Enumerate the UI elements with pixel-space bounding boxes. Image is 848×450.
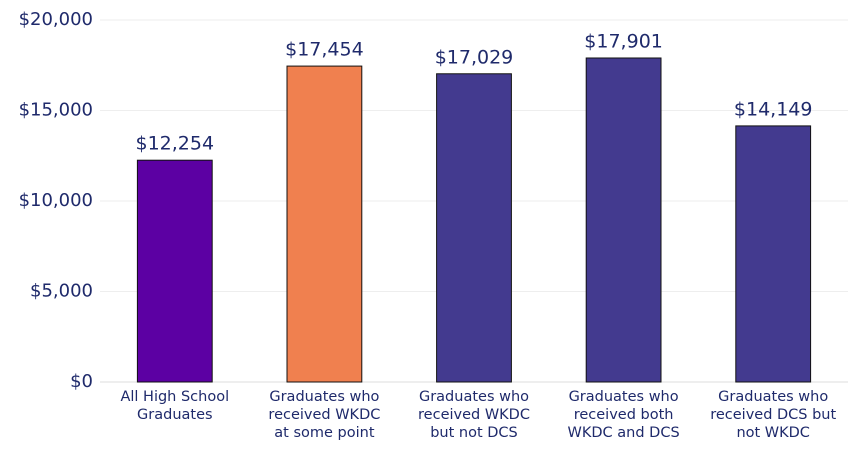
x-tick-label: but not DCS xyxy=(430,425,518,441)
x-tick-label: received DCS but xyxy=(710,407,836,423)
x-tick-label: received WKDC xyxy=(418,407,530,423)
value-label: $17,029 xyxy=(435,46,514,68)
bar xyxy=(286,65,363,383)
bar xyxy=(585,57,662,383)
y-tick-label: $0 xyxy=(70,371,93,392)
x-tick-label: Graduates who xyxy=(569,389,679,405)
y-tick-label: $5,000 xyxy=(30,281,93,302)
x-tick-label: Graduates xyxy=(137,407,213,423)
x-tick-label: WKDC and DCS xyxy=(568,425,680,441)
x-tick-label: received both xyxy=(574,407,674,423)
value-label: $17,901 xyxy=(584,30,663,52)
bar xyxy=(436,73,512,383)
y-tick-label: $10,000 xyxy=(19,190,93,211)
bar xyxy=(136,159,213,383)
x-tick-label: received WKDC xyxy=(268,407,380,423)
value-label: $14,149 xyxy=(734,98,813,120)
x-tick-label: not WKDC xyxy=(736,425,810,441)
y-tick-label: $20,000 xyxy=(19,9,93,30)
x-tick-label: at some point xyxy=(274,425,375,441)
x-tick-label: Graduates who xyxy=(269,389,379,405)
x-tick-label: Graduates who xyxy=(718,389,828,405)
y-tick-label: $15,000 xyxy=(19,100,93,121)
x-tick-label: All High School xyxy=(120,389,229,405)
x-tick-label: Graduates who xyxy=(419,389,529,405)
bar xyxy=(735,125,812,383)
value-label: $17,454 xyxy=(285,39,364,61)
value-label: $12,254 xyxy=(136,133,215,155)
